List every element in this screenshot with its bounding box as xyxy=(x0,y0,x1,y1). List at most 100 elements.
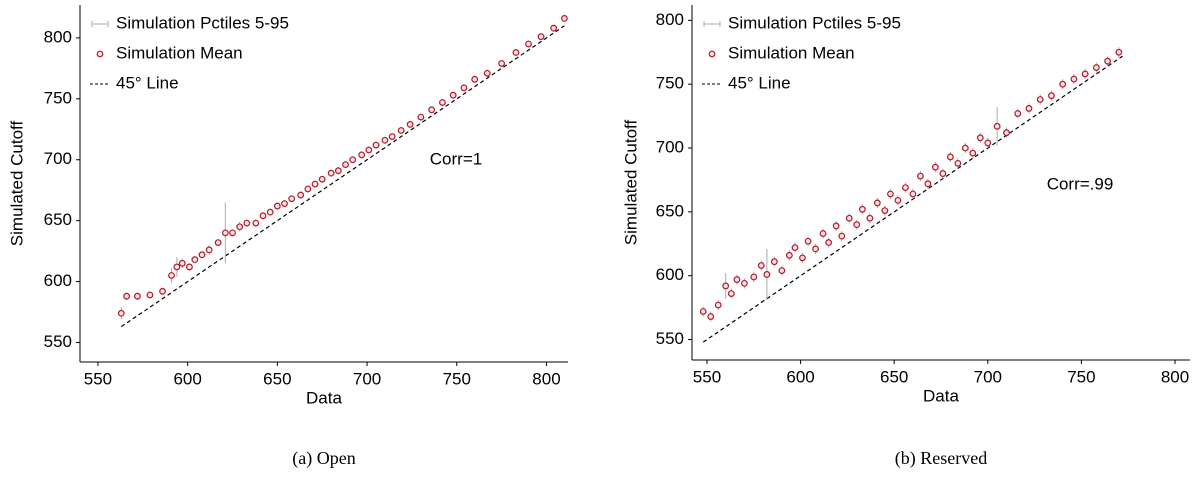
mean-point xyxy=(707,313,715,320)
mean-point xyxy=(894,196,902,204)
y-tick-label: 750 xyxy=(44,88,72,107)
mean-point xyxy=(123,292,131,300)
y-tick-label: 800 xyxy=(44,27,72,46)
mean-point xyxy=(750,273,758,281)
x-axis-label: Data xyxy=(923,386,959,405)
mean-point xyxy=(439,99,446,106)
mean-point xyxy=(186,263,193,271)
mean-point xyxy=(1059,80,1067,88)
y-tick-label: 650 xyxy=(44,210,72,229)
x-tick-label: 600 xyxy=(173,369,201,388)
y-tick-label: 700 xyxy=(44,149,72,168)
y-tick-label: 550 xyxy=(44,332,72,351)
mean-point xyxy=(917,172,924,180)
mean-point xyxy=(954,159,962,167)
legend-label: 45° Line xyxy=(728,73,791,92)
x-tick-label: 800 xyxy=(532,369,560,388)
y-tick-label: 650 xyxy=(656,201,684,220)
mean-point xyxy=(1048,92,1055,100)
mean-point xyxy=(191,256,199,264)
mean-point xyxy=(791,244,799,252)
mean-point xyxy=(334,167,342,175)
mean-point xyxy=(449,91,457,99)
mean-point xyxy=(397,127,405,134)
mean-point xyxy=(741,279,748,287)
mean-point xyxy=(902,184,909,192)
mean-point xyxy=(1104,57,1112,65)
mean-point xyxy=(221,229,229,237)
mean-point xyxy=(969,149,977,157)
mean-point xyxy=(763,271,771,278)
mean-point xyxy=(178,259,186,267)
mean-point xyxy=(365,146,373,154)
legend-label: Simulation Mean xyxy=(116,43,243,62)
mean-point xyxy=(281,200,288,208)
mean-point xyxy=(819,230,827,237)
legend-label: Simulation Pctiles 5-95 xyxy=(728,13,901,32)
mean-point xyxy=(460,84,468,92)
mean-point xyxy=(483,69,491,77)
mean-point xyxy=(733,276,741,283)
mean-point xyxy=(1036,96,1044,103)
mean-point xyxy=(498,60,506,67)
y-tick-label: 600 xyxy=(656,265,684,284)
mean-point xyxy=(318,175,326,183)
annotation: Corr=1 xyxy=(430,149,482,168)
mean-point xyxy=(406,121,414,128)
legend-label: Simulation Mean xyxy=(728,43,855,62)
mean-point xyxy=(778,267,786,275)
mean-point xyxy=(550,24,558,32)
mean-point xyxy=(799,254,806,262)
mean-point xyxy=(358,151,366,159)
mean-point xyxy=(342,161,349,169)
mean-point xyxy=(349,156,357,164)
x-axis-label: Data xyxy=(306,388,342,407)
mean-point xyxy=(866,214,874,222)
mean-point xyxy=(1081,70,1089,78)
x-tick-label: 600 xyxy=(786,367,814,386)
diagonal-line xyxy=(120,25,565,328)
mean-point xyxy=(939,170,947,177)
legend-swatch xyxy=(708,50,716,58)
mean-point xyxy=(946,153,954,161)
mean-point xyxy=(236,223,244,231)
mean-point xyxy=(417,113,425,121)
mean-point xyxy=(699,308,707,315)
mean-point xyxy=(881,207,889,214)
mean-point xyxy=(229,229,236,237)
x-tick-label: 650 xyxy=(880,367,908,386)
mean-point xyxy=(252,219,260,227)
mean-point xyxy=(372,141,380,149)
mean-point xyxy=(297,191,305,199)
mean-point xyxy=(873,199,881,207)
mean-point xyxy=(1014,110,1022,117)
x-tick-label: 750 xyxy=(1067,367,1095,386)
mean-point xyxy=(259,212,267,220)
mean-point xyxy=(909,190,917,198)
y-tick-label: 800 xyxy=(656,10,684,29)
mean-point xyxy=(243,219,251,227)
y-tick-label: 700 xyxy=(656,138,684,157)
x-tick-label: 700 xyxy=(974,367,1002,386)
mean-point xyxy=(512,49,520,56)
mean-point xyxy=(853,221,861,229)
legend-swatch xyxy=(96,50,104,58)
mean-point xyxy=(198,251,206,259)
mean-point xyxy=(1070,75,1078,83)
mean-point xyxy=(159,287,166,295)
y-tick-label: 600 xyxy=(44,271,72,290)
mean-point xyxy=(727,290,735,297)
mean-point xyxy=(561,15,568,22)
x-tick-label: 800 xyxy=(1161,367,1189,386)
mean-point xyxy=(845,214,853,222)
mean-point xyxy=(858,205,866,213)
legend-label: Simulation Pctiles 5-95 xyxy=(116,13,289,32)
mean-point xyxy=(327,169,335,177)
mean-point xyxy=(812,245,819,253)
annotation: Corr=.99 xyxy=(1047,174,1114,193)
mean-point xyxy=(266,208,274,216)
x-tick-label: 550 xyxy=(84,369,112,388)
mean-point xyxy=(1115,48,1123,56)
